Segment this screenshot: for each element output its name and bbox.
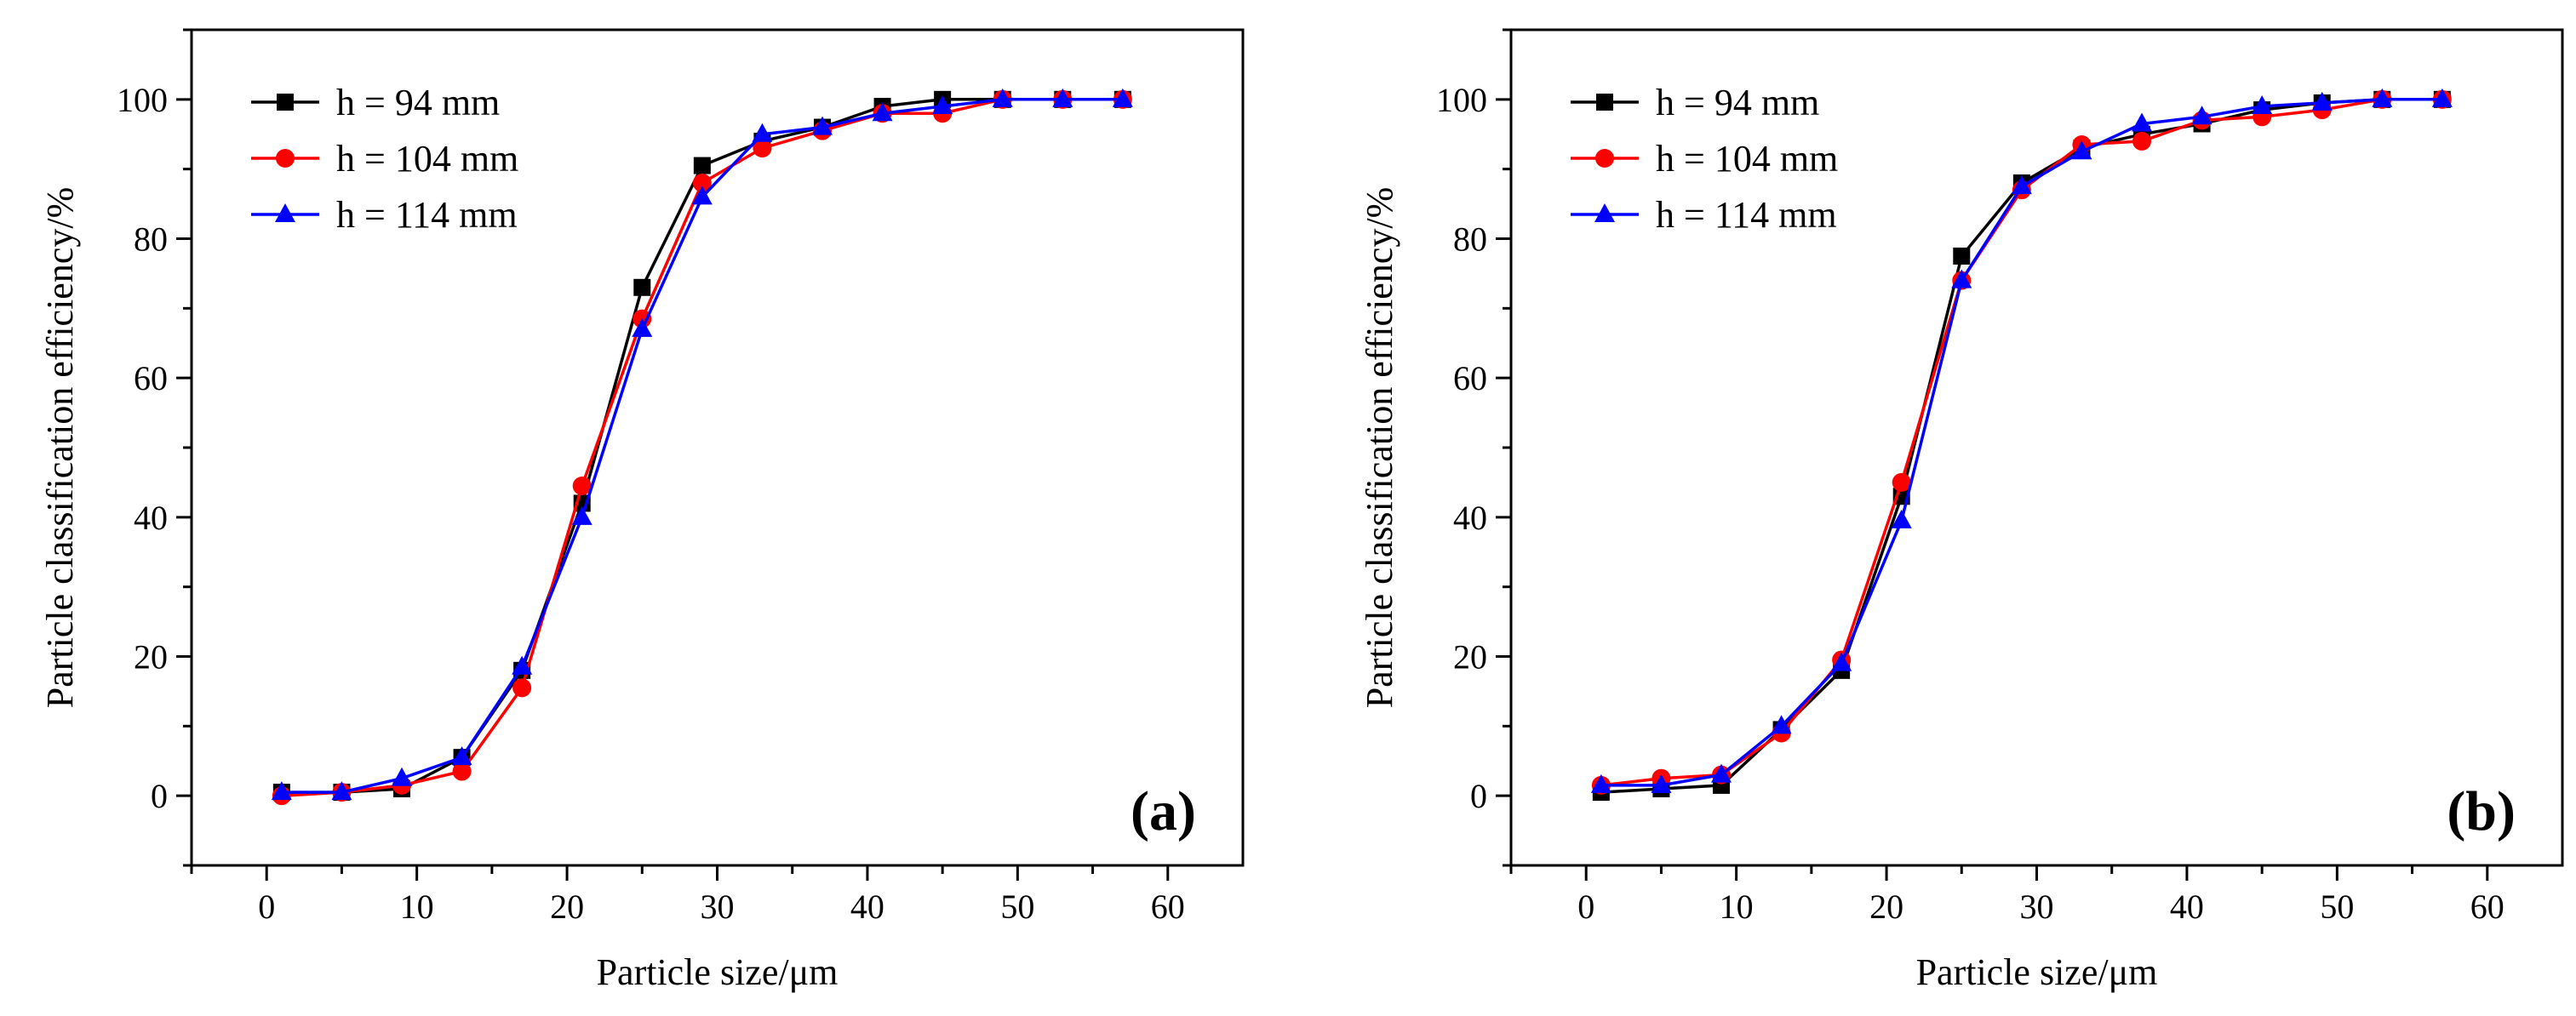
marker-triangle [932, 95, 953, 115]
x-tick-label: 20 [1869, 888, 1903, 926]
legend-item: h = 114 mm [1571, 194, 1837, 236]
legend-label: h = 94 mm [1656, 82, 1819, 123]
marker-circle [572, 477, 592, 496]
x-tick-label: 40 [850, 888, 884, 926]
marker-triangle [275, 203, 295, 222]
x-tick-label: 10 [1720, 888, 1754, 926]
x-axis-title: Particle size/μm [1916, 951, 2158, 993]
x-tick-label: 50 [1000, 888, 1034, 926]
marker-circle [2132, 131, 2151, 151]
marker-triangle [1711, 763, 1732, 783]
legend-label: h = 94 mm [336, 82, 500, 123]
y-tick-label: 0 [1470, 777, 1487, 815]
panel-label: (b) [2447, 780, 2516, 842]
chart-panel-b: 0 10 20 30 40 50 60 0 20 40 60 80 100 Particle size/μ… [1359, 28, 2564, 993]
marker-triangle [1831, 652, 1852, 671]
marker-triangle [812, 116, 833, 135]
marker-circle [512, 678, 532, 698]
marker-triangle [2191, 106, 2212, 125]
marker-triangle [2071, 140, 2092, 160]
marker-square [1596, 94, 1613, 111]
legend-item: h = 94 mm [251, 82, 500, 123]
marker-triangle [2311, 91, 2333, 111]
x-axis-title: Particle size/μm [597, 951, 839, 993]
x-tick-label: 50 [2320, 888, 2354, 926]
y-tick-label: 20 [1453, 638, 1487, 676]
series-triangle [271, 88, 1133, 801]
marker-circle [276, 149, 295, 168]
series-triangle [1590, 88, 2453, 793]
legend-label: h = 114 mm [336, 194, 518, 236]
marker-triangle [691, 186, 713, 205]
panel-label: (a) [1131, 780, 1196, 842]
marker-square [1953, 247, 1971, 265]
marker-triangle [1052, 88, 1073, 107]
marker-circle [692, 174, 712, 193]
y-tick-label: 20 [134, 638, 168, 676]
marker-circle [753, 139, 772, 158]
marker-triangle [632, 317, 653, 337]
x-tick-label: 30 [701, 888, 735, 926]
marker-triangle [271, 781, 292, 801]
marker-triangle [512, 655, 533, 675]
y-tick-label: 80 [1453, 220, 1487, 259]
chart-panel-a: 0 10 20 30 40 50 60 0 20 40 60 80 100 Particle size/μ… [39, 28, 1245, 993]
legend-item: h = 114 mm [251, 194, 518, 236]
legend-label: h = 104 mm [1656, 138, 1838, 180]
marker-triangle [1590, 773, 1611, 793]
marker-triangle [2431, 88, 2453, 107]
marker-triangle [451, 746, 472, 766]
x-tick-label: 0 [1577, 888, 1594, 926]
y-axis-title: Particle classification efficiency/% [1359, 187, 1400, 708]
marker-square [693, 157, 711, 174]
y-tick-label: 60 [1453, 359, 1487, 397]
marker-circle [1892, 472, 1911, 492]
y-tick-label: 100 [1436, 81, 1487, 119]
marker-circle [1595, 149, 1614, 168]
marker-triangle [2011, 175, 2032, 195]
marker-triangle [2132, 112, 2152, 132]
marker-triangle [992, 88, 1013, 107]
x-tick-label: 0 [258, 888, 275, 926]
y-tick-label: 40 [1453, 499, 1487, 537]
x-tick-label: 60 [2470, 888, 2504, 926]
x-tick-label: 40 [2170, 888, 2204, 926]
y-tick-label: 40 [134, 499, 168, 537]
marker-circle [452, 762, 472, 781]
marker-triangle [331, 781, 352, 801]
marker-triangle [1651, 773, 1672, 793]
y-axis-title: Particle classification efficiency/% [39, 187, 81, 708]
marker-triangle [1891, 509, 1912, 528]
y-tick-label: 80 [134, 220, 168, 259]
x-tick-label: 10 [400, 888, 434, 926]
y-tick-label: 60 [134, 359, 168, 397]
y-tick-label: 100 [117, 81, 168, 119]
marker-triangle [1951, 269, 1972, 288]
marker-triangle [1112, 88, 1133, 107]
marker-triangle [1594, 203, 1615, 222]
marker-square [633, 278, 651, 296]
legend-label: h = 114 mm [1656, 194, 1837, 236]
legend-item: h = 104 mm [251, 138, 518, 180]
marker-square [277, 94, 294, 111]
x-tick-label: 60 [1151, 888, 1185, 926]
marker-triangle [571, 505, 592, 525]
marker-triangle [2252, 95, 2273, 115]
x-tick-label: 30 [2020, 888, 2054, 926]
marker-triangle [1771, 715, 1792, 734]
legend-label: h = 104 mm [336, 138, 518, 180]
marker-triangle [872, 102, 893, 122]
legend-item: h = 104 mm [1571, 138, 1838, 180]
x-tick-label: 20 [550, 888, 584, 926]
marker-triangle [2372, 88, 2393, 107]
legend-item: h = 94 mm [1571, 82, 1819, 123]
marker-triangle [392, 767, 412, 786]
y-tick-label: 0 [151, 777, 168, 815]
marker-triangle [752, 123, 773, 142]
